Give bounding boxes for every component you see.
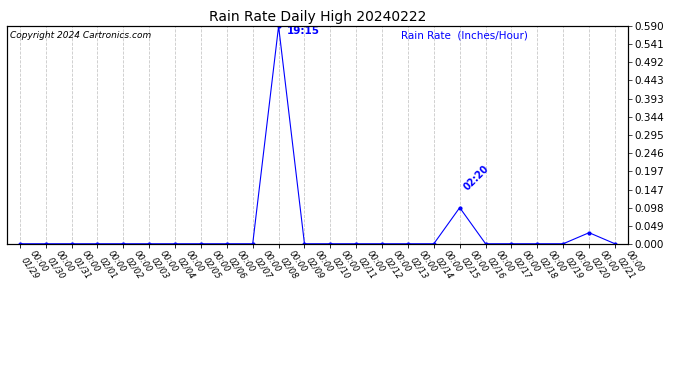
Title: Rain Rate Daily High 20240222: Rain Rate Daily High 20240222	[208, 10, 426, 24]
Text: 02:20: 02:20	[462, 164, 491, 193]
Text: 19:15: 19:15	[286, 26, 319, 36]
Text: Copyright 2024 Cartronics.com: Copyright 2024 Cartronics.com	[10, 31, 151, 40]
Text: Rain Rate  (Inches/Hour): Rain Rate (Inches/Hour)	[401, 31, 528, 40]
